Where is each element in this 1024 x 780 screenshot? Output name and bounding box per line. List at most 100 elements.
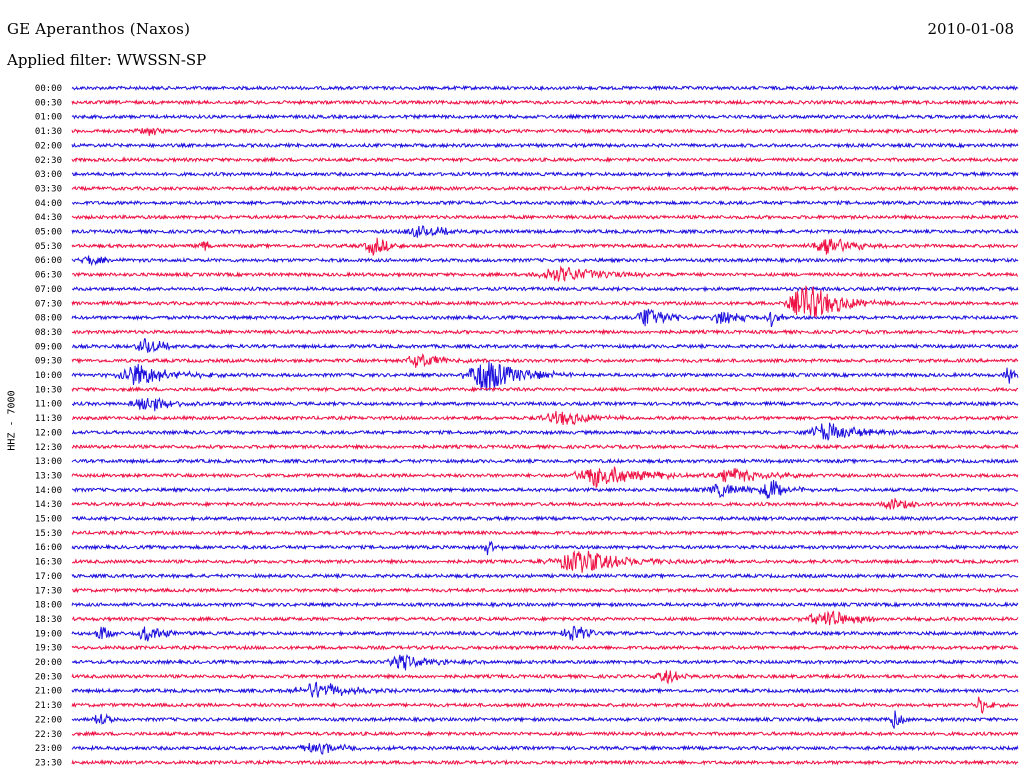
row-label-0230: 02:30 bbox=[35, 156, 62, 166]
record-date: 2010-01-08 bbox=[927, 20, 1014, 38]
trace-1400 bbox=[71, 480, 1018, 499]
row-label-1830: 18:30 bbox=[35, 615, 62, 625]
row-label-1530: 15:30 bbox=[35, 529, 62, 539]
row-label-1500: 15:00 bbox=[35, 515, 62, 525]
row-label-1800: 18:00 bbox=[35, 601, 62, 611]
row-label-0530: 05:30 bbox=[35, 242, 62, 252]
row-label-1400: 14:00 bbox=[35, 486, 62, 496]
trace-1200 bbox=[71, 422, 1019, 441]
row-label-0930: 09:30 bbox=[35, 357, 62, 367]
filter-label: Applied filter: WWSSN-SP bbox=[7, 51, 207, 69]
trace-1000 bbox=[71, 361, 1019, 391]
row-label-2100: 21:00 bbox=[35, 687, 62, 697]
row-label-1300: 13:00 bbox=[35, 457, 62, 467]
trace-0700 bbox=[71, 285, 1019, 293]
row-label-2230: 22:30 bbox=[35, 730, 62, 740]
row-label-1430: 14:30 bbox=[35, 500, 62, 510]
row-label-0900: 09:00 bbox=[35, 342, 62, 352]
trace-1830 bbox=[71, 610, 1019, 626]
row-label-1230: 12:30 bbox=[35, 443, 62, 453]
row-label-0830: 08:30 bbox=[35, 328, 62, 338]
row-label-1030: 10:30 bbox=[35, 385, 62, 395]
row-label-1900: 19:00 bbox=[35, 629, 62, 639]
trace-0330 bbox=[71, 184, 1019, 192]
row-label-0100: 01:00 bbox=[35, 113, 62, 123]
row-label-2130: 21:30 bbox=[35, 701, 62, 711]
row-label-0200: 02:00 bbox=[35, 141, 62, 151]
row-label-0800: 08:00 bbox=[35, 314, 62, 324]
trace-1630 bbox=[71, 550, 1019, 573]
trace-0130 bbox=[71, 127, 1019, 136]
row-label-0500: 05:00 bbox=[35, 228, 62, 238]
trace-0200 bbox=[71, 141, 1019, 149]
trace-1900 bbox=[71, 625, 1019, 642]
row-label-2300: 23:00 bbox=[35, 744, 62, 754]
row-label-1930: 19:30 bbox=[35, 644, 62, 654]
row-label-0300: 03:00 bbox=[35, 170, 62, 180]
trace-0730 bbox=[71, 285, 1019, 318]
trace-2100 bbox=[71, 681, 1019, 698]
row-label-0330: 03:30 bbox=[35, 184, 62, 194]
row-label-0130: 01:30 bbox=[35, 127, 62, 137]
trace-0530 bbox=[71, 237, 1019, 256]
row-label-0730: 07:30 bbox=[35, 299, 62, 309]
row-label-2330: 23:30 bbox=[35, 758, 62, 768]
trace-0900 bbox=[71, 338, 1019, 353]
row-label-2030: 20:30 bbox=[35, 672, 62, 682]
trace-2000 bbox=[71, 654, 1019, 671]
row-label-1100: 11:00 bbox=[35, 400, 62, 410]
trace-2330 bbox=[71, 758, 1019, 766]
trace-1600 bbox=[71, 540, 1019, 556]
trace-1930 bbox=[71, 644, 1019, 652]
trace-0300 bbox=[71, 170, 1019, 178]
row-label-2000: 20:00 bbox=[35, 658, 62, 668]
row-label-1700: 17:00 bbox=[35, 572, 62, 582]
trace-0500 bbox=[71, 225, 1019, 238]
row-label-0630: 06:30 bbox=[35, 271, 62, 281]
trace-1330 bbox=[71, 466, 1019, 489]
row-label-0030: 00:30 bbox=[35, 98, 62, 108]
row-label-0700: 07:00 bbox=[35, 285, 62, 295]
row-label-1730: 17:30 bbox=[35, 586, 62, 596]
row-label-0000: 00:00 bbox=[35, 84, 62, 94]
row-label-1330: 13:30 bbox=[35, 471, 62, 481]
trace-1430 bbox=[71, 498, 1019, 510]
trace-2030 bbox=[71, 670, 1019, 685]
row-label-0600: 06:00 bbox=[35, 256, 62, 266]
row-label-1630: 16:30 bbox=[35, 558, 62, 568]
trace-1730 bbox=[71, 586, 1019, 594]
row-label-1130: 11:30 bbox=[35, 414, 62, 424]
trace-1030 bbox=[71, 385, 1019, 393]
trace-0430 bbox=[71, 213, 1019, 221]
station-title: GE Aperanthos (Naxos) bbox=[7, 20, 191, 38]
trace-0630 bbox=[71, 265, 1019, 283]
trace-1100 bbox=[72, 396, 1019, 412]
trace-1530 bbox=[71, 529, 1019, 537]
trace-0400 bbox=[71, 199, 1019, 207]
trace-2230 bbox=[71, 730, 1019, 738]
trace-2200 bbox=[71, 710, 1019, 729]
trace-0230 bbox=[71, 156, 1019, 164]
trace-1230 bbox=[71, 443, 1019, 451]
row-label-1000: 10:00 bbox=[35, 371, 62, 381]
trace-2300 bbox=[71, 743, 1019, 755]
trace-1300 bbox=[71, 457, 1019, 465]
trace-1700 bbox=[71, 572, 1019, 580]
trace-1500 bbox=[71, 515, 1019, 522]
row-label-0400: 04:00 bbox=[35, 199, 62, 209]
row-label-0430: 04:30 bbox=[35, 213, 62, 223]
trace-2130 bbox=[71, 696, 1019, 714]
trace-1130 bbox=[71, 410, 1019, 426]
trace-0600 bbox=[71, 255, 1019, 267]
row-label-1600: 16:00 bbox=[35, 543, 62, 553]
trace-0800 bbox=[71, 308, 1019, 328]
row-label-1200: 12:00 bbox=[35, 428, 62, 438]
trace-1800 bbox=[71, 601, 1019, 609]
trace-0000 bbox=[71, 84, 1019, 92]
trace-0100 bbox=[71, 113, 1019, 121]
trace-0030 bbox=[71, 98, 1019, 106]
trace-0930 bbox=[71, 352, 1019, 368]
row-label-2200: 22:00 bbox=[35, 715, 62, 725]
trace-0830 bbox=[71, 328, 1019, 336]
